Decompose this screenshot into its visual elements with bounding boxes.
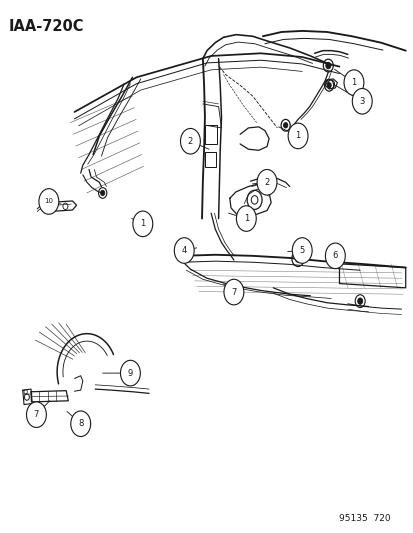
Circle shape	[223, 279, 243, 305]
Circle shape	[287, 123, 307, 149]
Circle shape	[292, 238, 311, 263]
Text: 3: 3	[359, 97, 364, 106]
Text: 95135  720: 95135 720	[339, 514, 390, 523]
Circle shape	[351, 88, 371, 114]
Text: 7: 7	[231, 288, 236, 296]
Circle shape	[120, 360, 140, 386]
Circle shape	[26, 402, 46, 427]
Circle shape	[174, 238, 194, 263]
Text: 1: 1	[351, 78, 356, 87]
Text: 1: 1	[243, 214, 248, 223]
Circle shape	[326, 83, 330, 88]
Circle shape	[343, 70, 363, 95]
Text: 2: 2	[188, 137, 192, 146]
Text: 9: 9	[128, 369, 133, 377]
Text: 10: 10	[44, 198, 53, 205]
Circle shape	[325, 243, 344, 269]
Circle shape	[180, 128, 200, 154]
Circle shape	[133, 211, 152, 237]
Circle shape	[256, 169, 276, 195]
Text: 5: 5	[299, 246, 304, 255]
Text: 6: 6	[332, 252, 337, 260]
Circle shape	[236, 206, 256, 231]
Circle shape	[100, 190, 104, 196]
Text: 1: 1	[140, 220, 145, 228]
Bar	[204, 125, 216, 144]
Text: 2: 2	[264, 178, 269, 187]
Text: 8: 8	[78, 419, 83, 428]
Text: IAA-720C: IAA-720C	[8, 19, 83, 34]
Text: 1: 1	[295, 132, 300, 140]
Circle shape	[325, 62, 330, 69]
Circle shape	[71, 411, 90, 437]
Circle shape	[357, 298, 362, 304]
Bar	[204, 152, 216, 167]
Text: 7: 7	[34, 410, 39, 419]
Text: 4: 4	[181, 246, 186, 255]
Circle shape	[283, 123, 287, 128]
Circle shape	[39, 189, 59, 214]
